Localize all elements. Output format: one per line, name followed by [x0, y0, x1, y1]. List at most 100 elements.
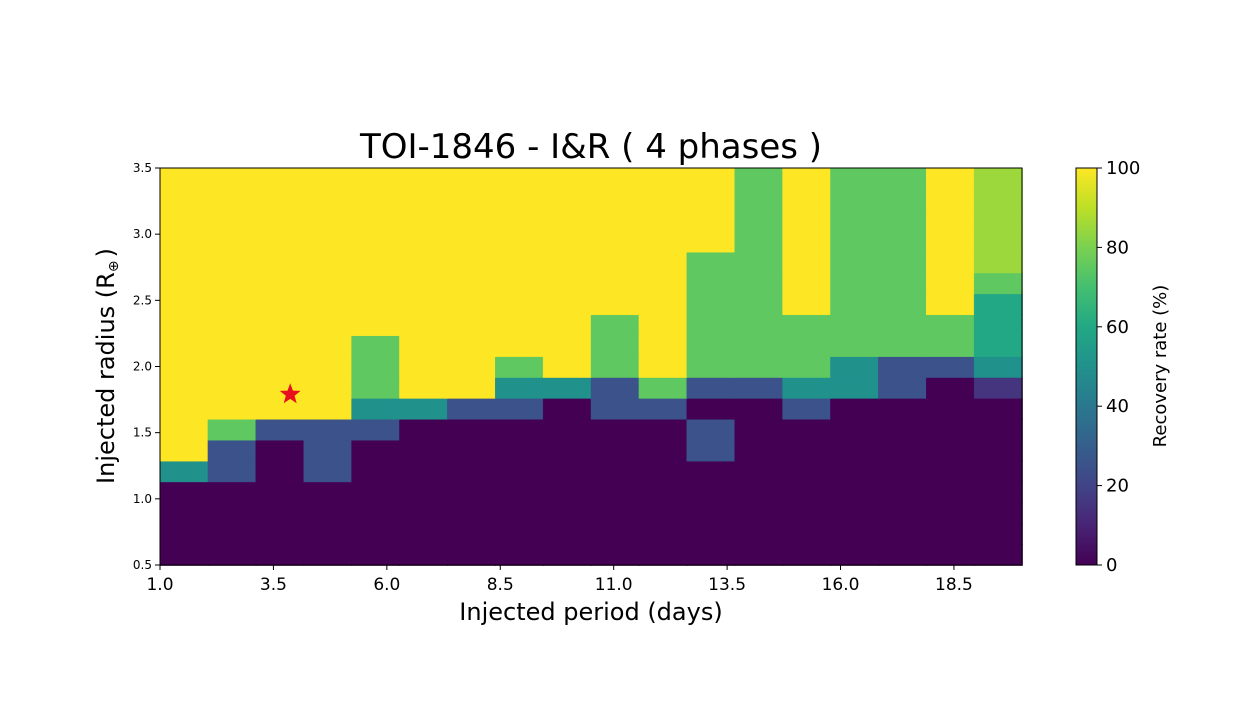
- heatmap-cell: [495, 418, 544, 441]
- heatmap-cell: [495, 188, 544, 211]
- colorbar-tick-label: 60: [1106, 317, 1129, 338]
- heatmap-cell: [207, 272, 257, 295]
- heatmap-cell: [207, 355, 257, 378]
- heatmap-cell: [782, 230, 832, 253]
- heatmap-cell: [878, 209, 928, 232]
- heatmap-cell: [255, 314, 305, 336]
- heatmap-cell: [495, 251, 544, 274]
- heatmap-cell: [973, 460, 1023, 483]
- heatmap-cell: [590, 418, 640, 441]
- y-tick-label: 1.0: [133, 492, 152, 506]
- heatmap-cell: [782, 314, 832, 336]
- heatmap-cell: [734, 439, 784, 462]
- heatmap-cell: [734, 460, 784, 483]
- heatmap-cell: [542, 481, 592, 504]
- heatmap-cell: [686, 418, 736, 441]
- heatmap-cell: [878, 230, 928, 253]
- heatmap-cell: [255, 460, 305, 483]
- heatmap-cell: [638, 334, 688, 357]
- heatmap-cell: [973, 481, 1023, 504]
- heatmap-cell: [399, 502, 449, 524]
- heatmap-cell: [447, 293, 497, 316]
- y-tick-label: 2.0: [133, 360, 152, 374]
- y-tick-label: 3.5: [133, 161, 152, 175]
- y-tick-label: 0.5: [133, 558, 152, 572]
- heatmap-cell: [447, 522, 497, 545]
- heatmap-cell: [973, 209, 1023, 232]
- heatmap-cell: [926, 167, 975, 190]
- heatmap-cell: [926, 397, 975, 420]
- heatmap-cell: [973, 522, 1023, 545]
- heatmap-cell: [159, 439, 209, 462]
- heatmap-cell: [495, 502, 544, 524]
- heatmap-cell: [351, 334, 401, 357]
- heatmap-cell: [638, 502, 688, 524]
- heatmap-cell: [255, 230, 305, 253]
- heatmap-cell: [590, 355, 640, 378]
- heatmap-cell: [590, 272, 640, 295]
- heatmap-cell: [351, 293, 401, 316]
- heatmap-cell: [734, 376, 784, 399]
- heatmap-cell: [782, 460, 832, 483]
- heatmap-cell: [303, 251, 353, 274]
- heatmap-cell: [303, 439, 353, 462]
- heatmap-cell: [926, 334, 975, 357]
- heatmap-cell: [351, 481, 401, 504]
- heatmap-cell: [590, 481, 640, 504]
- heatmap-cell: [399, 314, 449, 336]
- heatmap-cell: [878, 334, 928, 357]
- heatmap-cell: [878, 293, 928, 316]
- colorbar-tick-label: 100: [1106, 158, 1140, 179]
- heatmap-cell: [686, 167, 736, 190]
- heatmap-cell: [159, 167, 209, 190]
- heatmap-cell: [590, 522, 640, 545]
- heatmap-cell: [255, 439, 305, 462]
- heatmap-cell: [782, 334, 832, 357]
- heatmap-cell: [590, 543, 640, 566]
- heatmap-cell: [303, 376, 353, 399]
- heatmap-cell: [638, 355, 688, 378]
- heatmap-cell: [495, 209, 544, 232]
- heatmap-cell: [399, 460, 449, 483]
- heatmap-cell: [830, 188, 880, 211]
- heatmap-cell: [973, 251, 1023, 274]
- heatmap-cell: [830, 460, 880, 483]
- star-marker: [279, 383, 301, 404]
- heatmap-cells: [159, 167, 1023, 566]
- heatmap-cell: [542, 355, 592, 378]
- heatmap-cell: [734, 209, 784, 232]
- heatmap-cell: [447, 355, 497, 378]
- heatmap-cell: [878, 460, 928, 483]
- heatmap-cell: [303, 314, 353, 336]
- heatmap-cell: [399, 272, 449, 295]
- heatmap-cell: [734, 272, 784, 295]
- heatmap-cell: [830, 502, 880, 524]
- heatmap-cell: [782, 543, 832, 566]
- heatmap-cell: [973, 397, 1023, 420]
- heatmap-cell: [255, 522, 305, 545]
- heatmap-cell: [351, 209, 401, 232]
- heatmap-cell: [542, 543, 592, 566]
- colorbar: [1075, 167, 1098, 566]
- heatmap-cell: [830, 439, 880, 462]
- heatmap-cell: [878, 397, 928, 420]
- heatmap-cell: [973, 167, 1023, 190]
- heatmap-cell: [878, 439, 928, 462]
- heatmap-cell: [973, 230, 1023, 253]
- heatmap-cell: [351, 230, 401, 253]
- heatmap-cell: [495, 376, 544, 399]
- heatmap-cell: [830, 272, 880, 295]
- heatmap-cell: [207, 188, 257, 211]
- heatmap-cell: [351, 543, 401, 566]
- heatmap-cell: [159, 460, 209, 483]
- heatmap-cell: [878, 502, 928, 524]
- heatmap-cell: [638, 314, 688, 336]
- heatmap-cell: [351, 167, 401, 190]
- heatmap-cell: [638, 543, 688, 566]
- heatmap-cell: [399, 293, 449, 316]
- heatmap-cell: [686, 439, 736, 462]
- heatmap-cell: [303, 502, 353, 524]
- heatmap-cell: [878, 376, 928, 399]
- heatmap-cell: [495, 334, 544, 357]
- heatmap-cell: [351, 397, 401, 420]
